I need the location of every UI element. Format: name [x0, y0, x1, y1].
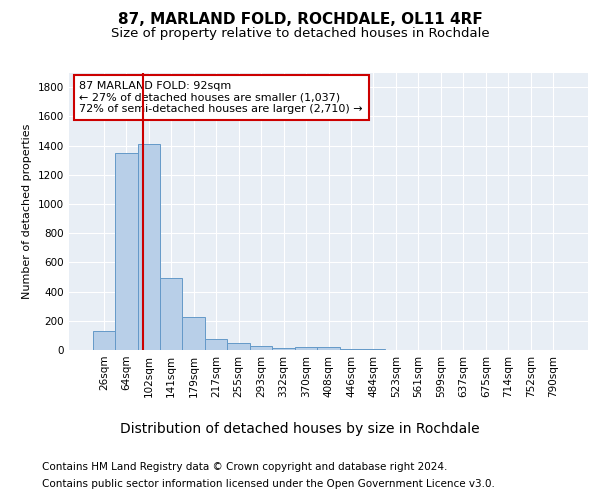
Bar: [205, 339, 227, 350]
Text: Size of property relative to detached houses in Rochdale: Size of property relative to detached ho…: [110, 28, 490, 40]
Y-axis label: Number of detached properties: Number of detached properties: [22, 124, 32, 299]
Bar: [160, 278, 182, 350]
Bar: [227, 344, 250, 350]
Text: 87, MARLAND FOLD, ROCHDALE, OL11 4RF: 87, MARLAND FOLD, ROCHDALE, OL11 4RF: [118, 12, 482, 28]
Bar: [137, 144, 160, 350]
Bar: [295, 347, 317, 350]
Bar: [317, 347, 340, 350]
Bar: [92, 331, 115, 350]
Bar: [272, 348, 295, 350]
Text: Contains public sector information licensed under the Open Government Licence v3: Contains public sector information licen…: [42, 479, 495, 489]
Bar: [115, 153, 137, 350]
Text: Contains HM Land Registry data © Crown copyright and database right 2024.: Contains HM Land Registry data © Crown c…: [42, 462, 448, 472]
Text: Distribution of detached houses by size in Rochdale: Distribution of detached houses by size …: [120, 422, 480, 436]
Bar: [182, 317, 205, 350]
Bar: [250, 346, 272, 350]
Text: 87 MARLAND FOLD: 92sqm
← 27% of detached houses are smaller (1,037)
72% of semi-: 87 MARLAND FOLD: 92sqm ← 27% of detached…: [79, 81, 363, 114]
